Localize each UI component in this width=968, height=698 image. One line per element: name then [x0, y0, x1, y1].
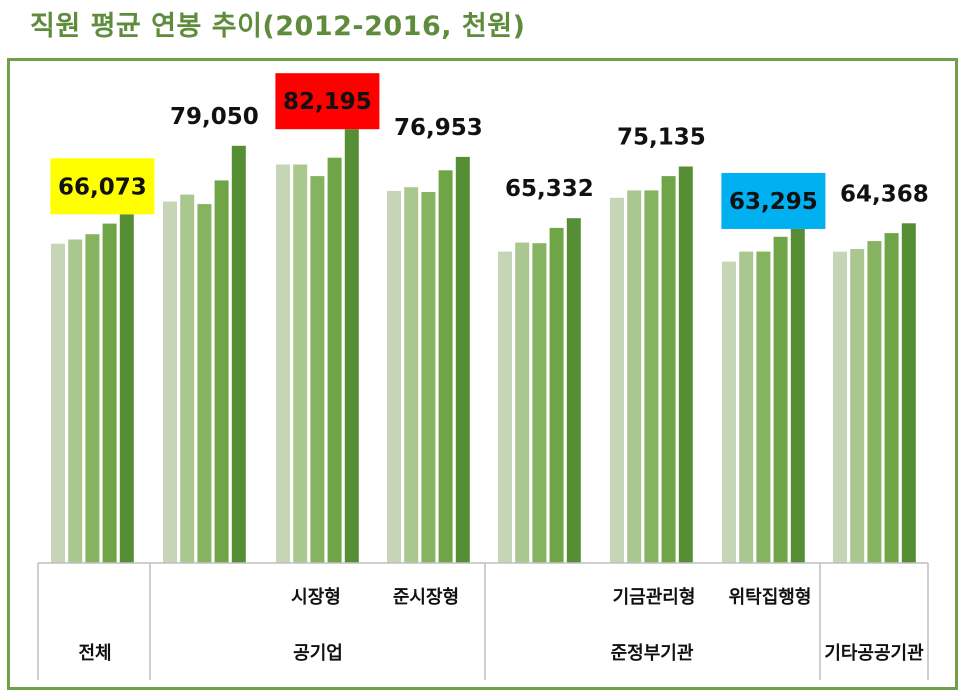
bar-위탁집행형-2016 — [790, 228, 805, 563]
data-label-시장형: 82,195 — [283, 89, 372, 115]
bar-준정부기관-2014 — [532, 243, 547, 563]
highlight-box-위탁집행형 — [721, 172, 826, 229]
bar-준정부기관-2012 — [498, 251, 512, 563]
bar-준시장형-2012 — [387, 190, 401, 563]
category-label-준정부기관: 준정부기관 — [611, 643, 694, 664]
bar-시장형-2015 — [327, 157, 342, 563]
bar-공기업-2016 — [231, 145, 246, 564]
bar-준정부기관-2013 — [515, 242, 530, 563]
bar-준시장형-2016 — [455, 156, 470, 563]
data-label-준시장형: 76,953 — [394, 115, 483, 141]
bar-공기업-2012 — [163, 201, 177, 563]
bar-위탁집행형-2015 — [773, 236, 788, 564]
category-label-위탁집행형: 위탁집행형 — [729, 587, 812, 608]
data-label-기타공공기관: 64,368 — [840, 181, 929, 207]
category-label-시장형: 시장형 — [291, 587, 341, 608]
bar-기금관리형-2016 — [678, 166, 693, 563]
bar-전체-2012 — [51, 243, 65, 563]
bar-위탁집행형-2012 — [722, 261, 736, 563]
bar-준시장형-2014 — [421, 192, 436, 563]
bar-기금관리형-2015 — [661, 176, 676, 563]
bar-기금관리형-2013 — [627, 190, 642, 563]
data-label-전체: 66,073 — [58, 174, 147, 200]
bar-전체-2015 — [102, 223, 117, 563]
highlight-box-시장형 — [275, 73, 380, 130]
bar-준정부기관-2016 — [566, 218, 581, 563]
data-label-준정부기관: 65,332 — [505, 176, 594, 202]
data-label-공기업: 79,050 — [170, 104, 259, 130]
bar-준시장형-2015 — [438, 170, 453, 564]
bar-기타공공기관-2015 — [884, 233, 899, 563]
bar-기금관리형-2012 — [610, 197, 624, 564]
bar-위탁집행형-2014 — [756, 251, 771, 563]
bar-기타공공기관-2012 — [833, 251, 847, 563]
bar-기타공공기관-2014 — [867, 241, 882, 563]
bar-전체-2013 — [68, 239, 83, 563]
category-label-기금관리형: 기금관리형 — [613, 587, 696, 608]
bar-시장형-2014 — [310, 176, 325, 563]
highlight-box-전체 — [50, 158, 155, 215]
bar-기타공공기관-2013 — [850, 249, 865, 563]
data-label-위탁집행형: 63,295 — [729, 189, 818, 215]
chart-title: 직원 평균 연봉 추이(2012-2016, 천원) — [30, 11, 526, 42]
bar-시장형-2016 — [344, 129, 359, 563]
bar-전체-2014 — [85, 234, 100, 563]
category-label-준시장형: 준시장형 — [393, 587, 459, 608]
bar-준정부기관-2015 — [549, 227, 564, 563]
bar-공기업-2013 — [180, 194, 195, 563]
bar-시장형-2013 — [293, 164, 308, 563]
bar-전체-2016 — [119, 214, 134, 564]
bar-위탁집행형-2013 — [739, 251, 754, 563]
bar-기타공공기관-2016 — [901, 223, 916, 564]
category-label-전체: 전체 — [78, 643, 111, 664]
bar-준시장형-2013 — [404, 187, 419, 563]
data-label-기금관리형: 75,135 — [617, 124, 706, 150]
category-label-기타공공기관: 기타공공기관 — [824, 643, 924, 664]
category-label-공기업: 공기업 — [293, 643, 343, 664]
bar-기금관리형-2014 — [644, 190, 659, 563]
bar-시장형-2012 — [276, 164, 290, 563]
bar-공기업-2014 — [197, 204, 212, 563]
bar-공기업-2015 — [214, 180, 229, 563]
